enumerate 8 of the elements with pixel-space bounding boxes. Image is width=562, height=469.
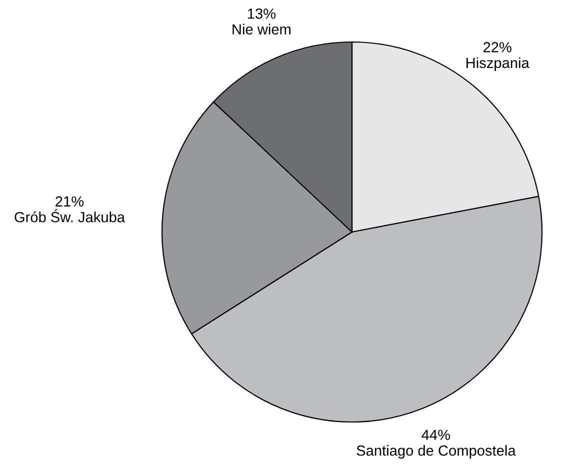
slice-label: Santiago de Compostela xyxy=(356,445,516,459)
data-label: 22% xyxy=(483,42,512,52)
slice-label: Nie wiem xyxy=(232,24,290,35)
slice-label: Grób Św. Jakuba xyxy=(14,209,126,222)
data-label: 44% xyxy=(422,430,450,440)
data-label: 21% xyxy=(56,196,84,207)
slice-label: Hiszpania xyxy=(466,57,530,71)
data-label: 13% xyxy=(248,8,276,19)
